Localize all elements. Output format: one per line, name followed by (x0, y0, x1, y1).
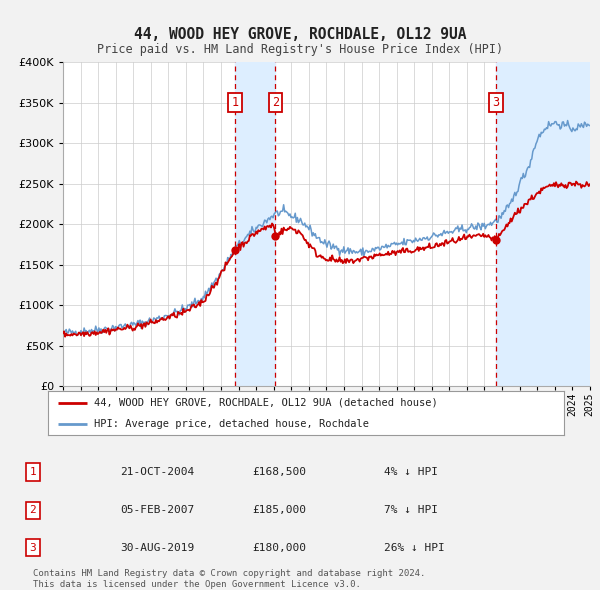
Text: 2: 2 (29, 506, 37, 515)
Text: Price paid vs. HM Land Registry's House Price Index (HPI): Price paid vs. HM Land Registry's House … (97, 43, 503, 56)
Text: 1: 1 (29, 467, 37, 477)
Text: 44, WOOD HEY GROVE, ROCHDALE, OL12 9UA: 44, WOOD HEY GROVE, ROCHDALE, OL12 9UA (134, 28, 466, 42)
Text: HPI: Average price, detached house, Rochdale: HPI: Average price, detached house, Roch… (94, 419, 370, 429)
Text: 4% ↓ HPI: 4% ↓ HPI (384, 467, 438, 477)
Text: 05-FEB-2007: 05-FEB-2007 (120, 506, 194, 515)
Text: 1: 1 (232, 96, 239, 109)
Text: 3: 3 (493, 96, 500, 109)
Text: 7% ↓ HPI: 7% ↓ HPI (384, 506, 438, 515)
Text: 30-AUG-2019: 30-AUG-2019 (120, 543, 194, 552)
Text: 3: 3 (29, 543, 37, 552)
Text: £185,000: £185,000 (252, 506, 306, 515)
Text: 21-OCT-2004: 21-OCT-2004 (120, 467, 194, 477)
Text: £180,000: £180,000 (252, 543, 306, 552)
Bar (235, 62, 275, 386)
Text: 44, WOOD HEY GROVE, ROCHDALE, OL12 9UA (detached house): 44, WOOD HEY GROVE, ROCHDALE, OL12 9UA (… (94, 398, 438, 408)
Text: Contains HM Land Registry data © Crown copyright and database right 2024.
This d: Contains HM Land Registry data © Crown c… (33, 569, 425, 589)
Text: 26% ↓ HPI: 26% ↓ HPI (384, 543, 445, 552)
Text: 2: 2 (272, 96, 279, 109)
Bar (496, 62, 590, 386)
Text: £168,500: £168,500 (252, 467, 306, 477)
